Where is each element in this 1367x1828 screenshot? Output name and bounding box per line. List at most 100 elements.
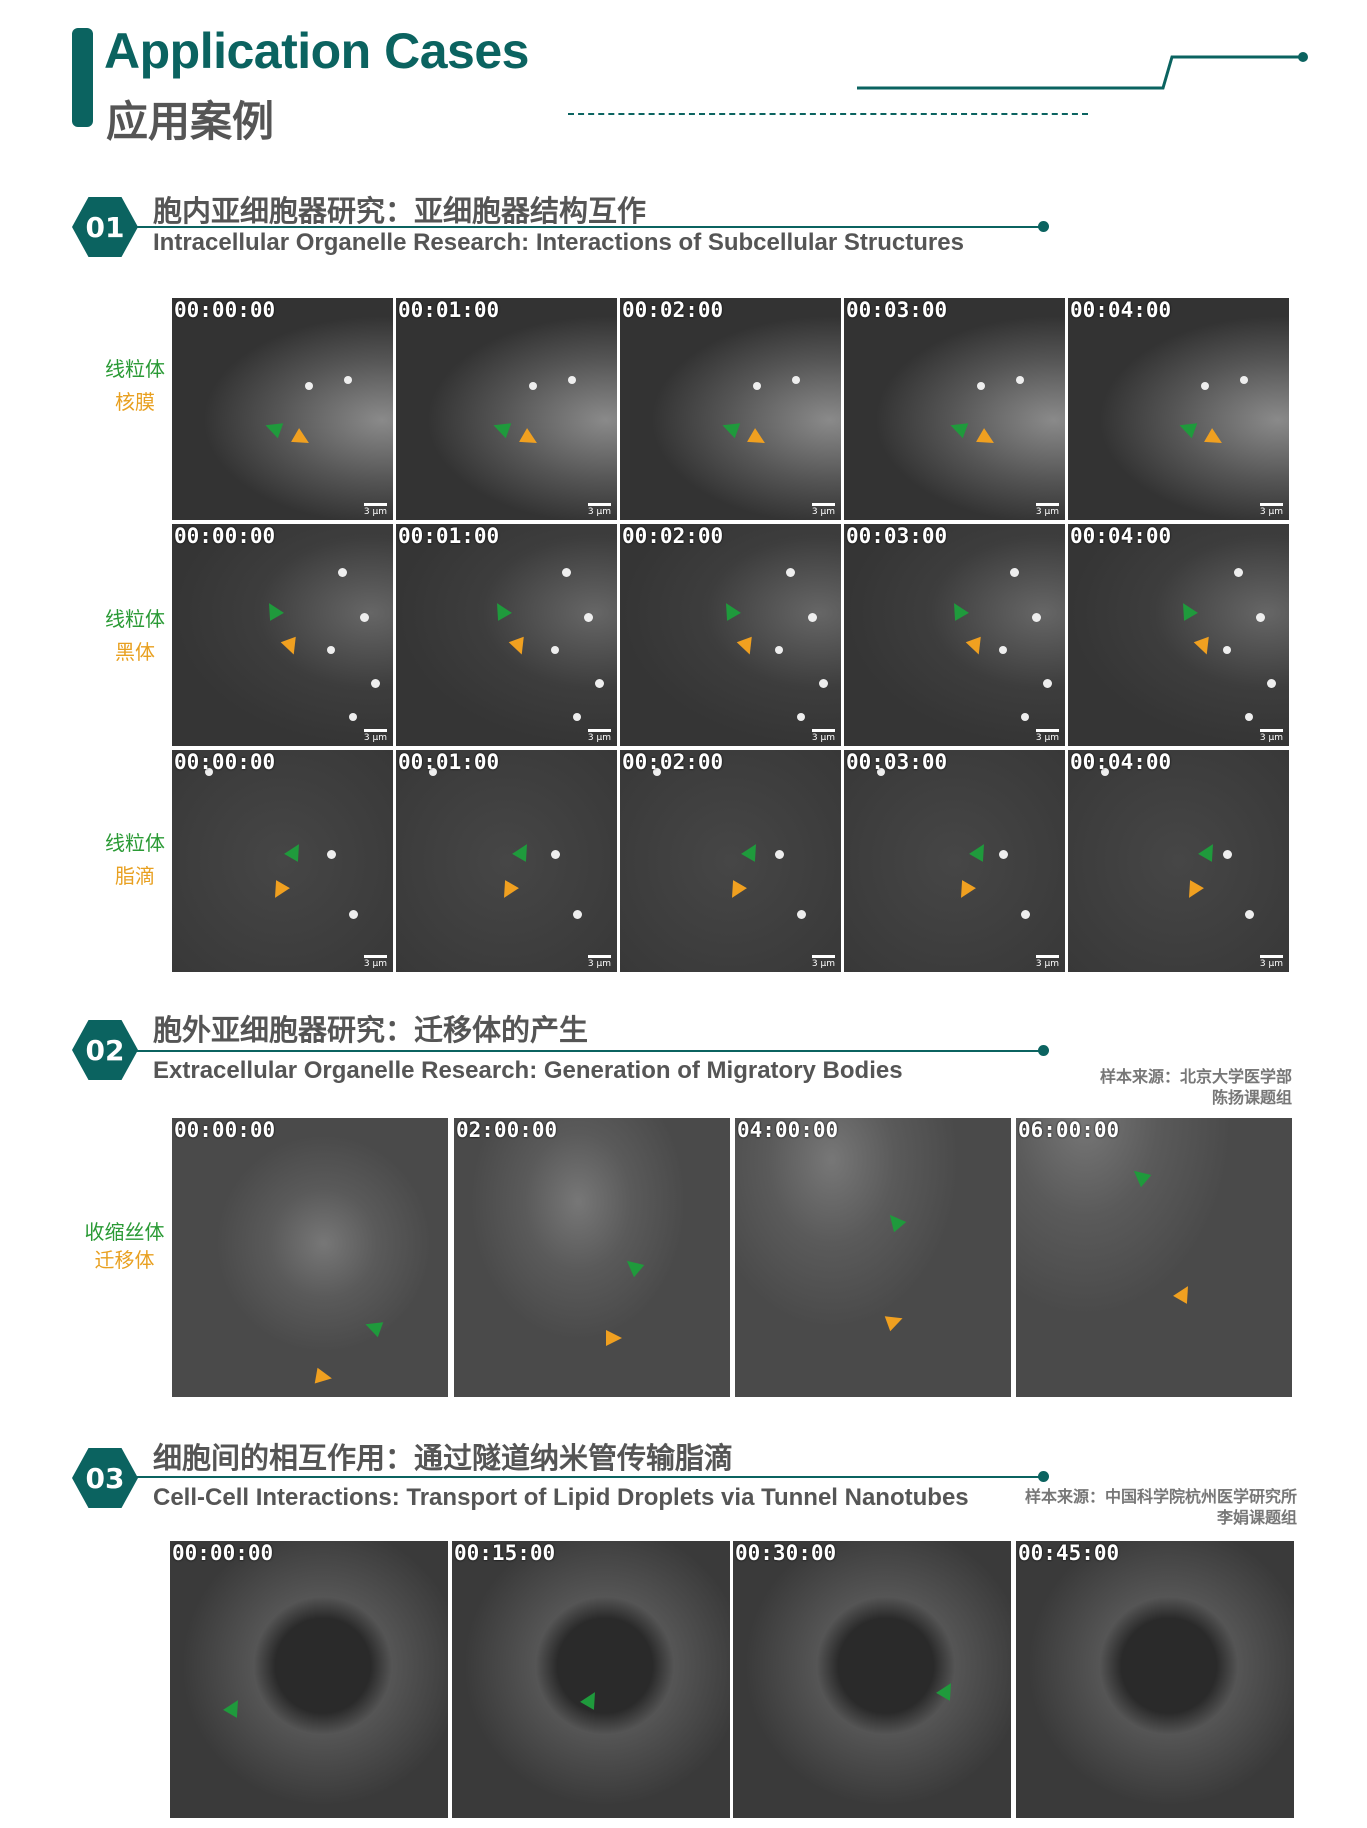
microscopy-image: 00:00:00	[172, 1118, 448, 1397]
orange-arrow-icon	[965, 637, 987, 658]
scale-bar: 3 μm	[587, 955, 611, 969]
organelle-blob	[1240, 375, 1249, 384]
orange-arrow-icon	[519, 428, 541, 451]
organelle-blob	[1222, 849, 1232, 859]
organelle-blob	[1200, 382, 1209, 391]
timestamp: 00:01:00	[398, 298, 500, 322]
microscopy-image: 00:30:00	[733, 1541, 1011, 1818]
organelle-blob	[1031, 612, 1041, 622]
sample-source: 样本来源：中国科学院杭州医学研究所李娟课题组	[1025, 1486, 1297, 1528]
green-arrow-icon	[222, 1695, 245, 1718]
green-arrow-icon	[362, 1316, 384, 1338]
microscopy-image: 00:01:00 3 μm	[396, 750, 617, 972]
microscopy-image: 00:04:00 3 μm	[1068, 524, 1289, 746]
green-arrow-icon	[740, 840, 763, 863]
orange-arrow-icon	[953, 880, 976, 903]
organelle-blob	[304, 382, 313, 391]
row-label: 线粒体 脂滴	[95, 827, 175, 893]
organelle-blob	[653, 767, 662, 776]
timestamp: 00:30:00	[735, 1541, 837, 1565]
green-arrow-icon	[621, 1254, 645, 1277]
organelle-blob	[337, 568, 347, 578]
timestamp: 00:04:00	[1070, 298, 1172, 322]
organelle-blob	[550, 646, 559, 655]
organelle-blob	[568, 375, 577, 384]
source-group: 李娟课题组	[1216, 1508, 1297, 1527]
timestamp: 06:00:00	[1018, 1118, 1120, 1142]
organelle-blob	[796, 909, 806, 919]
scale-bar: 3 μm	[811, 955, 835, 969]
organelle-blob	[205, 767, 214, 776]
green-arrow-icon	[935, 1679, 958, 1702]
green-arrow-icon	[1197, 840, 1220, 863]
orange-arrow-icon	[280, 637, 301, 658]
scale-bar: 3 μm	[1259, 955, 1283, 969]
organelle-blob	[1244, 712, 1253, 721]
microscopy-image: 00:03:00 3 μm	[844, 298, 1065, 520]
microscopy-image: 00:02:00 3 μm	[620, 298, 841, 520]
orange-arrow-icon	[1204, 428, 1227, 451]
timestamp: 00:00:00	[174, 1118, 276, 1142]
page-title: Application Cases	[104, 23, 529, 79]
divider-dot	[1038, 1045, 1049, 1056]
microscopy-image: 04:00:00	[735, 1118, 1011, 1397]
scale-bar: 3 μm	[363, 503, 387, 517]
microscopy-image: 06:00:00	[1016, 1118, 1292, 1397]
section-title-cn: 细胞间的相互作用：通过隧道纳米管传输脂滴	[153, 1441, 734, 1475]
scale-bar: 3 μm	[587, 729, 611, 743]
microscopy-image: 00:00:00	[170, 1541, 448, 1818]
orange-arrow-icon	[314, 1367, 333, 1387]
green-arrow-icon	[969, 840, 992, 863]
decorative-line	[857, 52, 1308, 90]
organelle-blob	[1233, 568, 1243, 578]
microscopy-image: 00:03:00 3 μm	[844, 750, 1065, 972]
green-arrow-icon	[1175, 598, 1198, 621]
row-label: 收缩丝体 迁移体	[72, 1218, 177, 1274]
microscopy-image: 00:02:00 3 μm	[620, 524, 841, 746]
organelle-blob	[370, 679, 380, 689]
green-arrow-icon	[579, 1687, 602, 1710]
divider-dot	[1038, 1471, 1049, 1482]
section-title-cn: 胞外亚细胞器研究：迁移体的产生	[153, 1013, 589, 1047]
organelle-blob	[785, 568, 795, 578]
timestamp: 00:01:00	[398, 524, 500, 548]
section-title-en: Intracellular Organelle Research: Intera…	[153, 229, 964, 256]
orange-arrow-icon	[975, 428, 998, 451]
organelle-blob	[1266, 679, 1276, 689]
microscopy-image: 00:45:00	[1016, 1541, 1294, 1818]
organelle-blob	[583, 612, 593, 622]
label-orange: 迁移体	[94, 1248, 155, 1272]
microscopy-image: 02:00:00	[454, 1118, 730, 1397]
microscopy-image: 00:04:00 3 μm	[1068, 298, 1289, 520]
section-title-en: Cell-Cell Interactions: Transport of Lip…	[153, 1484, 969, 1511]
section-divider	[136, 1050, 1041, 1052]
orange-arrow-icon	[1193, 637, 1215, 658]
green-arrow-icon	[719, 417, 740, 439]
green-arrow-icon	[490, 598, 513, 621]
organelle-blob	[344, 375, 353, 384]
green-arrow-icon	[947, 598, 970, 621]
microscopy-image: 00:00:00 3 μm	[172, 750, 393, 972]
timestamp: 00:00:00	[174, 524, 276, 548]
scale-bar: 3 μm	[811, 503, 835, 517]
timestamp: 00:03:00	[846, 298, 948, 322]
orange-arrow-icon	[725, 880, 748, 903]
organelle-blob	[774, 849, 784, 859]
source-line: 样本来源：中国科学院杭州医学研究所	[1024, 1487, 1297, 1506]
label-green: 收缩丝体	[84, 1220, 165, 1244]
organelle-blob	[774, 646, 783, 655]
organelle-blob	[1244, 909, 1254, 919]
timestamp: 00:02:00	[622, 524, 724, 548]
label-orange: 黑体	[115, 640, 155, 664]
microscopy-image: 00:15:00	[452, 1541, 730, 1818]
microscopy-image: 00:01:00 3 μm	[396, 298, 617, 520]
orange-arrow-icon	[737, 637, 758, 658]
timestamp: 00:03:00	[846, 524, 948, 548]
timestamp: 00:00:00	[174, 298, 276, 322]
timestamp: 00:02:00	[622, 750, 724, 774]
label-green: 线粒体	[105, 831, 165, 855]
section-number-02: 02	[72, 1020, 138, 1080]
source-group: 陈扬课题组	[1211, 1088, 1292, 1107]
microscopy-image: 00:04:00 3 μm	[1068, 750, 1289, 972]
green-arrow-icon	[261, 598, 284, 621]
